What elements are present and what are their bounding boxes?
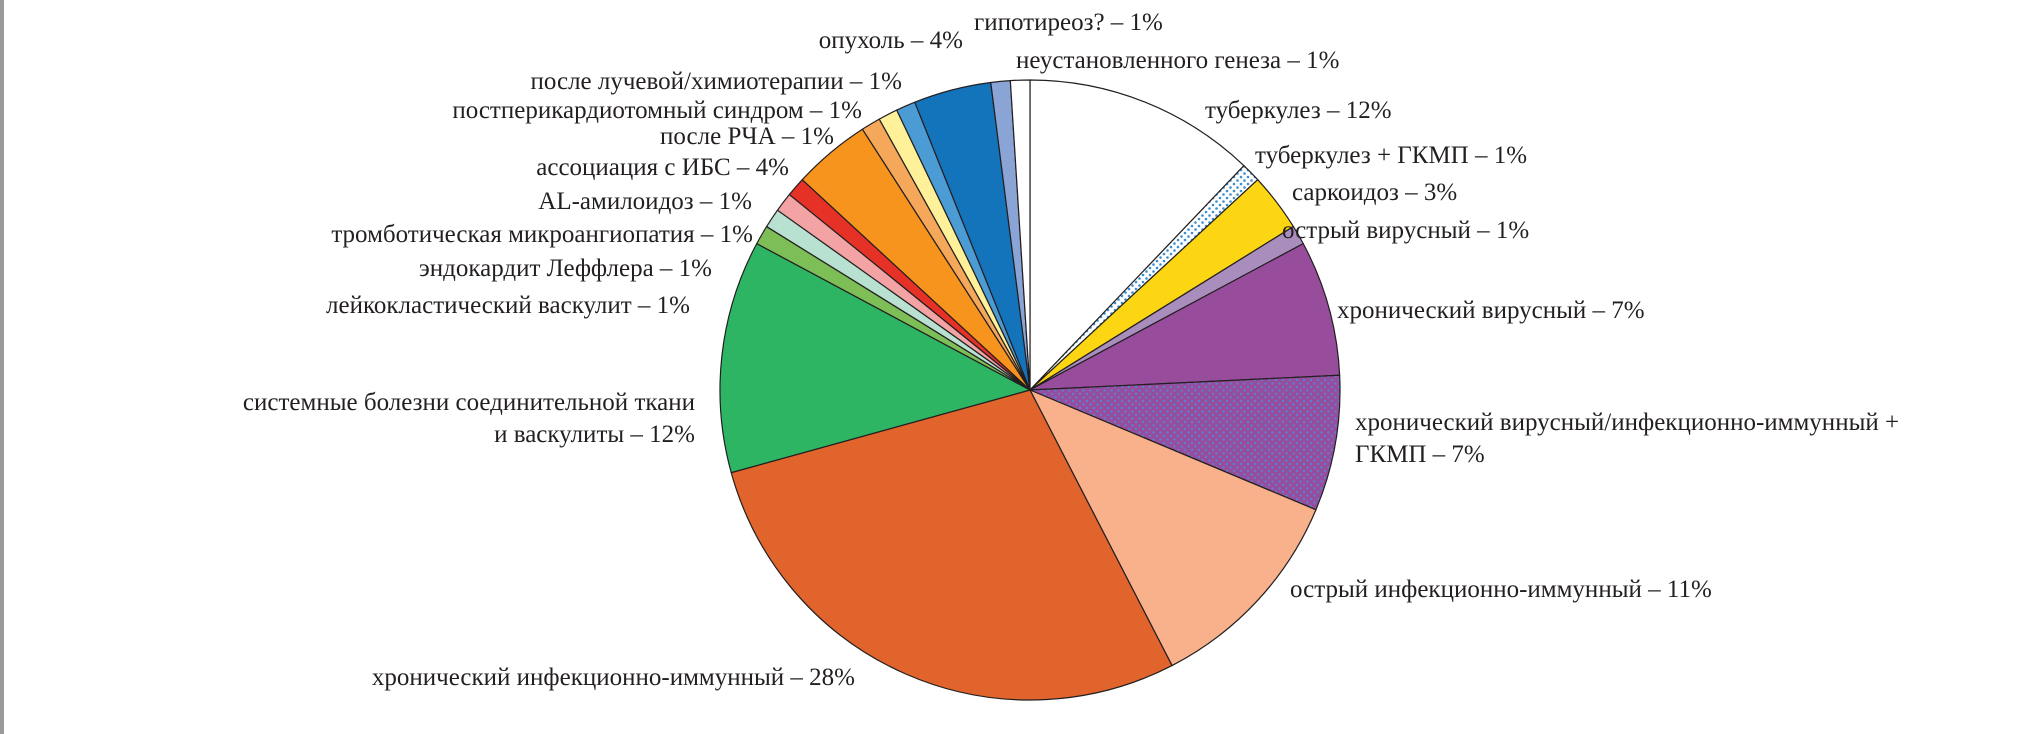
slice-label-6: острый инфекционно-иммунный – 11% [1290, 576, 1712, 603]
slice-label-16: после лучевой/химиотерапии – 1% [530, 68, 902, 95]
pie-slice-19 [1009, 79, 1031, 391]
pie-slice-0 [1029, 79, 1245, 391]
slice-label-13: ассоциация с ИБС – 4% [536, 154, 789, 181]
slice-label-11: тромботическая микроангиопатия – 1% [331, 221, 753, 248]
pie-slices [719, 79, 1341, 701]
pie-slice-7 [730, 389, 1173, 701]
pie-slice-6 [1029, 389, 1317, 667]
slice-labels: туберкулез – 12% туберкулез + ГКМП – 1% са… [243, 9, 1899, 691]
pie-slice-8 [719, 243, 1031, 474]
slice-label-0: туберкулез – 12% [1205, 97, 1392, 124]
slice-label-9: лейкокластический васкулит – 1% [326, 292, 690, 319]
slice-label-15: постперикардиотомный синдром – 1% [452, 97, 862, 124]
slice-label-19: неустановленного генеза – 1% [1016, 47, 1339, 74]
slice-label-10: эндокардит Леффлера – 1% [419, 255, 712, 282]
slice-label-8: системные болезни соединительной ткани и … [243, 389, 695, 448]
slice-label-4: хронический вирусный – 7% [1337, 297, 1645, 324]
slice-label-17: опухоль – 4% [819, 27, 963, 54]
left-frame-border [0, 0, 4, 734]
slice-label-18: гипотиреоз? – 1% [974, 9, 1163, 36]
slice-label-7: хронический инфекционно-иммунный – 28% [372, 664, 855, 691]
slice-label-1: туберкулез + ГКМП – 1% [1255, 142, 1527, 169]
pie-slice-4 [1029, 243, 1341, 391]
pie-slice-5 [1029, 374, 1341, 511]
slice-label-12: AL-амилоидоз – 1% [538, 188, 752, 215]
slice-label-3: острый вирусный – 1% [1282, 217, 1529, 244]
slice-label-5: хронический вирусный/инфекционно-иммунны… [1355, 409, 1899, 468]
slice-label-2: саркоидоз – 3% [1292, 179, 1457, 206]
slice-label-14: после РЧА – 1% [660, 123, 834, 150]
